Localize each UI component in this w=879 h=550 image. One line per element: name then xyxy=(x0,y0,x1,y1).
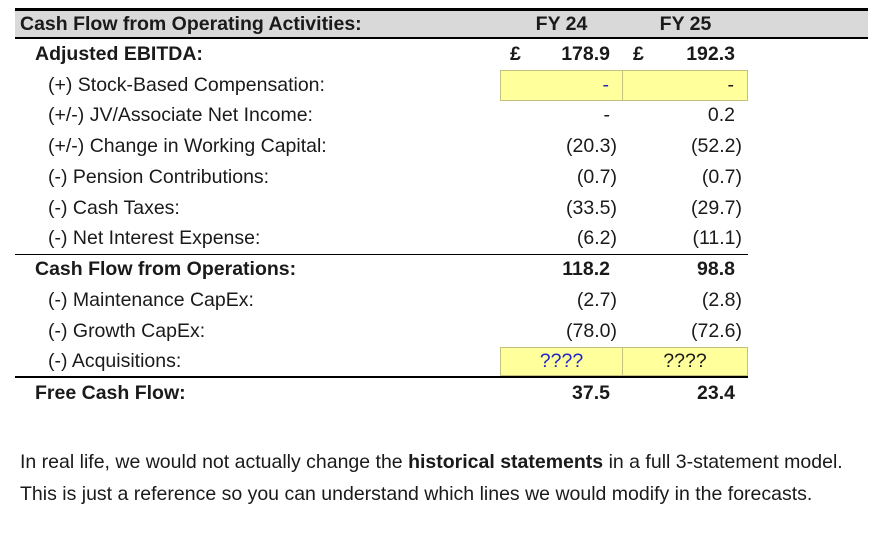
fy24-value-cell: (33.5) xyxy=(500,193,623,224)
fy24-value-cell: 37.5 xyxy=(500,378,623,409)
row-label: (-) Cash Taxes: xyxy=(48,196,180,219)
cell-value: 178.9 xyxy=(561,42,610,65)
table-rows: Adjusted EBITDA: £178.9 £192.3 (+) Stock-Ba… xyxy=(15,39,868,409)
cell-value: 192.3 xyxy=(686,42,735,65)
row-label: (-) Maintenance CapEx: xyxy=(48,289,254,312)
row-label: (-) Growth CapEx: xyxy=(48,320,206,343)
fy25-value-cell: (29.7) xyxy=(623,193,748,224)
cell-value: (0.7) xyxy=(576,166,617,189)
table-row: (+/-) Change in Working Capital: (20.3) (5… xyxy=(15,131,868,162)
cash-flow-sheet: Cash Flow from Operating Activities: FY … xyxy=(0,8,879,550)
cell-value: (0.7) xyxy=(701,166,742,189)
fy25-value-cell: £192.3 xyxy=(623,39,748,70)
fy25-value-cell: (0.7) xyxy=(623,162,748,193)
cell-value: (20.3) xyxy=(566,135,617,158)
cell-value: - xyxy=(602,73,610,96)
footnote-post: in a full 3-statement model. This is jus… xyxy=(20,450,843,505)
cell-value: (78.0) xyxy=(566,320,617,343)
row-label: Free Cash Flow: xyxy=(35,381,186,404)
row-label: (-) Net Interest Expense: xyxy=(48,227,261,250)
table-row: Free Cash Flow: 37.5 23.4 xyxy=(15,378,868,409)
footnote-bold: historical statements xyxy=(408,450,604,473)
cell-value: 118.2 xyxy=(562,258,610,281)
cell-value: 23.4 xyxy=(697,381,735,404)
cell-value: 98.8 xyxy=(697,258,735,281)
fy25-value-cell: (11.1) xyxy=(623,224,748,254)
fy24-value-cell: (20.3) xyxy=(500,131,623,162)
row-label: (-) Acquisitions: xyxy=(48,349,182,372)
fy24-value-cell: £178.9 xyxy=(500,39,623,70)
cell-value: (29.7) xyxy=(691,196,742,219)
fy25-value-cell[interactable]: - xyxy=(623,69,748,101)
fy24-value-cell: (0.7) xyxy=(500,162,623,193)
table-row: (-) Growth CapEx: (78.0) (72.6) xyxy=(15,316,868,347)
fy24-value-cell: 118.2 xyxy=(500,255,623,286)
table-title: Cash Flow from Operating Activities: xyxy=(20,12,362,35)
column-header-fy25: FY 25 xyxy=(659,12,712,35)
table-row: (+) Stock-Based Compensation: - - xyxy=(15,69,868,101)
cell-value: (33.5) xyxy=(566,196,617,219)
row-label: (+/-) Change in Working Capital: xyxy=(48,135,327,158)
fy24-value-cell: - xyxy=(500,101,623,132)
cell-value: - xyxy=(603,104,611,127)
table-row: (-) Pension Contributions: (0.7) (0.7) xyxy=(15,162,868,193)
fy24-value-cell: (2.7) xyxy=(500,285,623,316)
fy25-value-cell: (52.2) xyxy=(623,131,748,162)
cell-value: ???? xyxy=(539,349,584,372)
cell-value: (2.7) xyxy=(576,289,617,312)
table-row: (-) Maintenance CapEx: (2.7) (2.8) xyxy=(15,285,868,316)
fy25-value-cell: 0.2 xyxy=(623,101,748,132)
cash-flow-table: Cash Flow from Operating Activities: FY … xyxy=(15,8,868,409)
fy25-value-cell[interactable]: ???? xyxy=(623,346,748,376)
fy24-value-cell[interactable]: ???? xyxy=(500,346,623,376)
table-row: Cash Flow from Operations: 118.2 98.8 xyxy=(15,255,868,286)
cell-value: (2.8) xyxy=(701,289,742,312)
table-header: Cash Flow from Operating Activities: FY … xyxy=(15,11,868,39)
fy24-value-cell[interactable]: - xyxy=(500,69,623,101)
cell-value: - xyxy=(727,73,735,96)
column-header-fy24: FY 24 xyxy=(535,12,588,35)
cell-value: (72.6) xyxy=(691,320,742,343)
table-row: Adjusted EBITDA: £178.9 £192.3 xyxy=(15,39,868,70)
fy25-value-cell: 23.4 xyxy=(623,378,748,409)
row-label: (+/-) JV/Associate Net Income: xyxy=(48,104,313,127)
footnote-pre: In real life, we would not actually chan… xyxy=(20,450,409,473)
row-label: (-) Pension Contributions: xyxy=(48,166,270,189)
table-row: (+/-) JV/Associate Net Income: - 0.2 xyxy=(15,101,868,132)
footnote-text: In real life, we would not actually chan… xyxy=(20,446,868,510)
cell-value: (52.2) xyxy=(691,135,742,158)
fy25-value-cell: 98.8 xyxy=(623,255,748,286)
table-row: (-) Acquisitions:???????? xyxy=(15,346,868,378)
fy24-value-cell: (6.2) xyxy=(500,224,623,254)
row-label: (+) Stock-Based Compensation: xyxy=(48,73,325,96)
currency-symbol: £ xyxy=(633,42,644,65)
fy25-value-cell: (2.8) xyxy=(623,285,748,316)
fy25-value-cell: (72.6) xyxy=(623,316,748,347)
fy24-value-cell: (78.0) xyxy=(500,316,623,347)
row-label: Cash Flow from Operations: xyxy=(35,258,297,281)
currency-symbol: £ xyxy=(510,42,521,65)
cell-value: (6.2) xyxy=(576,227,617,250)
table-row: (-) Cash Taxes: (33.5) (29.7) xyxy=(15,193,868,224)
row-label: Adjusted EBITDA: xyxy=(35,42,203,65)
cell-value: 37.5 xyxy=(572,381,610,404)
table-row: (-) Net Interest Expense: (6.2) (11.1) xyxy=(15,224,868,255)
cell-value: ???? xyxy=(663,349,707,372)
cell-value: (11.1) xyxy=(692,227,743,250)
cell-value: 0.2 xyxy=(707,104,735,127)
